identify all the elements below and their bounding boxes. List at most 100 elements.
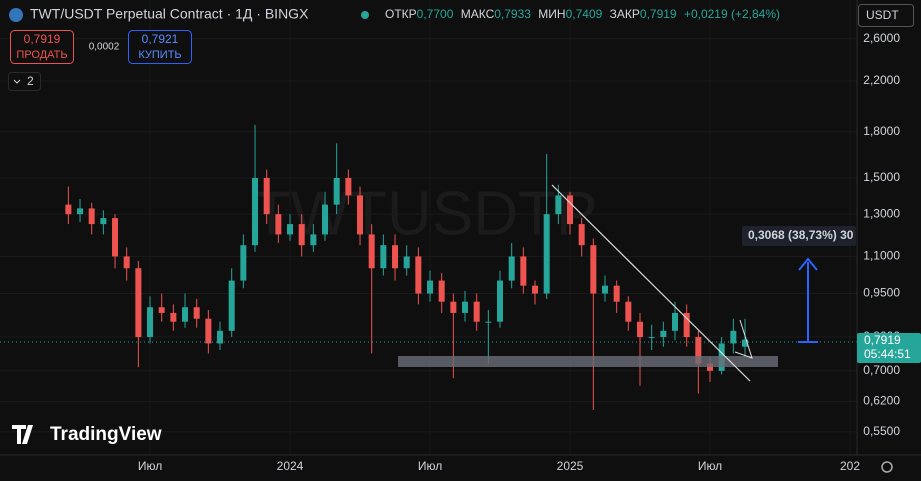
candle-body bbox=[532, 285, 539, 294]
candle-body bbox=[263, 177, 270, 215]
candle-body bbox=[625, 301, 632, 322]
candle-body bbox=[648, 337, 655, 339]
open-value: 0,7700 bbox=[417, 7, 454, 21]
status-dot bbox=[361, 11, 369, 19]
candle-body bbox=[147, 307, 154, 338]
candle-body bbox=[695, 337, 702, 364]
chevron bbox=[13, 79, 21, 84]
y-tick-label: 1,8000 bbox=[863, 124, 900, 138]
candle-body bbox=[462, 301, 469, 313]
trend-line bbox=[551, 184, 751, 382]
y-tick-label: 0,6200 bbox=[863, 394, 900, 408]
candle-body bbox=[240, 245, 247, 281]
symbol[interactable]: TWT/USDT Perpetual Contract · 1Д · BINGX bbox=[30, 6, 309, 22]
candle-body bbox=[333, 177, 340, 205]
high-label: МАКС bbox=[461, 7, 495, 21]
candle-body bbox=[205, 318, 212, 344]
candle-body bbox=[672, 312, 679, 331]
candle-body bbox=[508, 256, 515, 281]
low-label: МИН bbox=[538, 7, 565, 21]
sell-button[interactable] bbox=[10, 30, 74, 64]
x-tick-label: 202 bbox=[840, 459, 860, 473]
candle-body bbox=[217, 330, 224, 344]
ohlc: ОТКР0,7700 МАКС0,7933 МИН0,7409 ЗАКР0,79… bbox=[385, 7, 780, 21]
watermark: TWTUSDTP bbox=[253, 179, 597, 248]
candle-body bbox=[427, 280, 434, 294]
candle-body bbox=[368, 234, 375, 269]
y-tick-label: 0,5500 bbox=[863, 424, 900, 438]
candle-body bbox=[123, 256, 130, 269]
sell-price: 0,7919 bbox=[24, 32, 61, 46]
candle-body bbox=[613, 285, 620, 302]
buy-price: 0,7921 bbox=[142, 32, 179, 46]
close-label: ЗАКР bbox=[610, 7, 640, 21]
low-value: 0,7409 bbox=[566, 7, 603, 21]
indicators-toggle[interactable] bbox=[8, 72, 41, 91]
candle-body bbox=[158, 307, 165, 313]
logo-icon bbox=[12, 425, 33, 444]
candle-body bbox=[438, 280, 445, 302]
candle-body bbox=[380, 245, 387, 269]
candle-body bbox=[322, 204, 329, 235]
x-tick-label: 2024 bbox=[277, 459, 304, 473]
close-value: 0,7919 bbox=[640, 7, 677, 21]
currency: USDT bbox=[866, 8, 899, 22]
candle-body bbox=[357, 195, 364, 235]
candle-body bbox=[112, 218, 119, 257]
candle-body bbox=[182, 307, 189, 322]
high-value: 0,7933 bbox=[494, 7, 531, 21]
x-tick-label: Июл bbox=[138, 459, 162, 473]
arrow-head bbox=[798, 257, 818, 271]
y-tick-label: 1,5000 bbox=[863, 170, 900, 184]
candle-body bbox=[100, 218, 107, 225]
y-tick-label: 0,7000 bbox=[863, 363, 900, 377]
candle-body bbox=[473, 301, 480, 322]
candle-body bbox=[88, 208, 95, 225]
sell-label: ПРОДАТЬ bbox=[16, 49, 67, 61]
candle-body bbox=[555, 195, 562, 215]
x-tick-label: Июл bbox=[418, 459, 442, 473]
x-tick-label: 2025 bbox=[557, 459, 584, 473]
candle-body bbox=[567, 195, 574, 225]
candle-body bbox=[578, 224, 585, 246]
candle-body bbox=[497, 280, 504, 322]
candle-body bbox=[275, 214, 282, 235]
candle-body bbox=[252, 177, 259, 246]
price-tag bbox=[857, 333, 921, 363]
candles bbox=[65, 124, 749, 410]
candle-body bbox=[170, 312, 177, 322]
y-tick-label: 0,9500 bbox=[863, 286, 900, 300]
price-tag-value: 0,7919 bbox=[864, 333, 901, 347]
spread: 0,0002 bbox=[89, 42, 120, 53]
candle-body bbox=[228, 280, 235, 331]
indicators-count: 2 bbox=[27, 74, 34, 88]
candle-body bbox=[602, 285, 609, 294]
candle-body bbox=[77, 208, 84, 215]
candle-body bbox=[450, 301, 457, 313]
buy-button[interactable] bbox=[128, 30, 192, 64]
candle-body bbox=[590, 245, 597, 294]
y-tick-label: 1,1000 bbox=[863, 249, 900, 263]
x-tick-label: Июл bbox=[698, 459, 722, 473]
currency-select[interactable] bbox=[858, 4, 914, 27]
candle-body bbox=[660, 330, 667, 338]
settings-icon[interactable] bbox=[881, 461, 893, 473]
change: +0,0219 (+2,84%) bbox=[684, 7, 780, 21]
y-tick-label: 2,2000 bbox=[863, 73, 900, 87]
candle-body bbox=[683, 312, 690, 338]
measure-label: 0,3068 (38,73%) 30 bbox=[748, 228, 854, 242]
open-label: ОТКР bbox=[385, 7, 417, 21]
y-tick-label: 2,6000 bbox=[863, 31, 900, 45]
support-zone bbox=[398, 356, 778, 367]
candle-body bbox=[707, 363, 714, 371]
symbol-icon bbox=[9, 8, 23, 22]
candle-body bbox=[345, 177, 352, 196]
price-tag-countdown: 05:44:51 bbox=[864, 347, 911, 361]
candle-body bbox=[287, 224, 294, 235]
candle-body bbox=[193, 307, 200, 319]
measure-box bbox=[742, 226, 856, 246]
candle-body bbox=[392, 245, 399, 269]
y-tick-label: 1,3000 bbox=[863, 206, 900, 220]
candle-body bbox=[730, 330, 737, 344]
